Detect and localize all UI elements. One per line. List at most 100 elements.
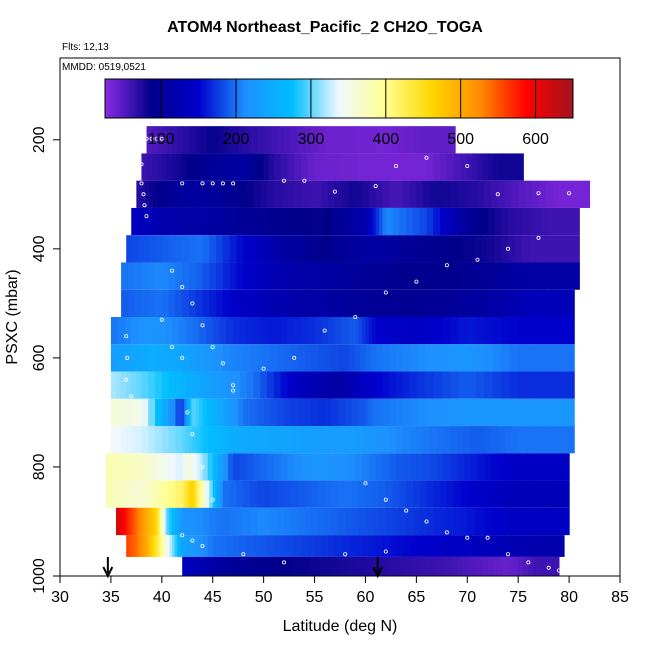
heat-cell xyxy=(558,289,568,317)
heat-cell xyxy=(287,535,295,557)
heat-cell xyxy=(484,317,494,345)
sample-point xyxy=(200,464,205,469)
heat-cell xyxy=(239,453,248,481)
heat-cell xyxy=(165,507,168,536)
heat-cell xyxy=(195,235,204,263)
heat-cell xyxy=(197,371,204,399)
heat-cell xyxy=(564,371,575,399)
heat-cell xyxy=(331,507,339,536)
heat-cell xyxy=(372,262,380,290)
x-tick-label: 70 xyxy=(458,589,476,606)
heat-cell xyxy=(436,126,442,154)
heat-cell xyxy=(168,262,176,290)
heat-cell xyxy=(229,344,238,372)
x-axis-label: Latitude (deg N) xyxy=(283,618,398,635)
heat-cell xyxy=(536,289,545,317)
heat-cell xyxy=(284,207,292,236)
heat-cell xyxy=(528,235,538,263)
heat-cell xyxy=(348,426,356,454)
heat-cell xyxy=(290,235,299,263)
heat-cell xyxy=(527,426,538,454)
heat-cell xyxy=(348,535,356,557)
heat-cell xyxy=(460,153,468,181)
heat-cell xyxy=(543,480,553,508)
colorbar-tick-label: 600 xyxy=(522,131,549,148)
heat-cell xyxy=(190,480,193,508)
heat-cell xyxy=(284,126,292,154)
heat-cell xyxy=(146,126,153,154)
heat-cell xyxy=(202,426,209,454)
heat-cell xyxy=(552,507,562,536)
heat-cell xyxy=(424,398,434,427)
heat-cell xyxy=(365,398,368,427)
heat-cell xyxy=(155,235,163,263)
heat-cell xyxy=(202,507,210,536)
heat-cell xyxy=(460,507,468,536)
heat-cell xyxy=(238,398,244,427)
heat-cell xyxy=(178,317,187,345)
heat-cell xyxy=(132,507,136,536)
heat-cell xyxy=(409,344,417,372)
heat-cell xyxy=(436,535,445,557)
heat-cell xyxy=(497,556,504,576)
heat-cell xyxy=(209,507,217,536)
heat-cell xyxy=(382,371,390,399)
heat-cell xyxy=(131,207,137,236)
heat-cell xyxy=(250,289,258,317)
heat-cell xyxy=(117,344,126,372)
heat-cell xyxy=(564,426,575,454)
heat-cell xyxy=(492,153,499,181)
heat-cell xyxy=(263,262,272,290)
heat-cell xyxy=(482,556,489,576)
x-tick-label: 80 xyxy=(560,589,578,606)
heat-cell xyxy=(134,507,137,536)
heat-cell xyxy=(396,426,404,454)
heat-cell xyxy=(518,453,528,481)
heat-cell xyxy=(188,207,197,236)
heat-cell xyxy=(197,535,204,557)
heat-cell xyxy=(166,535,171,557)
heat-cell xyxy=(146,507,149,536)
heat-cell xyxy=(429,180,438,208)
heat-cell xyxy=(524,180,533,208)
heat-cell xyxy=(433,344,443,372)
heat-cell xyxy=(452,556,458,576)
heat-cell xyxy=(341,317,350,345)
heat-cell xyxy=(243,262,251,290)
heat-cell xyxy=(127,507,131,536)
heat-cell xyxy=(148,262,156,290)
heat-cell xyxy=(136,398,143,427)
heat-cell xyxy=(222,153,231,181)
heat-cell xyxy=(370,344,377,372)
heat-cell xyxy=(321,371,329,399)
heat-cell xyxy=(199,426,204,454)
heat-cell xyxy=(239,535,248,557)
heat-cell xyxy=(351,207,360,236)
heat-cell xyxy=(192,453,196,481)
heat-cell xyxy=(258,556,265,576)
heat-cell xyxy=(396,453,404,481)
heat-cell xyxy=(477,153,484,181)
heat-cell xyxy=(222,426,229,454)
heat-cell xyxy=(477,426,485,454)
heat-cell xyxy=(345,235,353,263)
heat-cell xyxy=(311,480,319,508)
heat-cell xyxy=(329,556,336,576)
heat-cell xyxy=(284,480,292,508)
heat-cell xyxy=(419,235,428,263)
colorbar-tick-label: 500 xyxy=(447,131,474,148)
heat-cell xyxy=(141,207,148,236)
heat-cell xyxy=(526,507,536,536)
heat-cell xyxy=(256,344,265,372)
heat-cell xyxy=(207,535,214,557)
heat-cell xyxy=(358,317,363,345)
heat-cell xyxy=(273,426,282,454)
heat-cell xyxy=(126,507,129,536)
x-tick-label: 55 xyxy=(306,589,324,606)
heat-cell xyxy=(440,480,448,508)
heat-cell xyxy=(382,453,390,481)
x-tick-label: 75 xyxy=(509,589,527,606)
heat-cell xyxy=(284,398,292,427)
heat-cell xyxy=(216,480,221,508)
heat-cell xyxy=(334,180,343,208)
